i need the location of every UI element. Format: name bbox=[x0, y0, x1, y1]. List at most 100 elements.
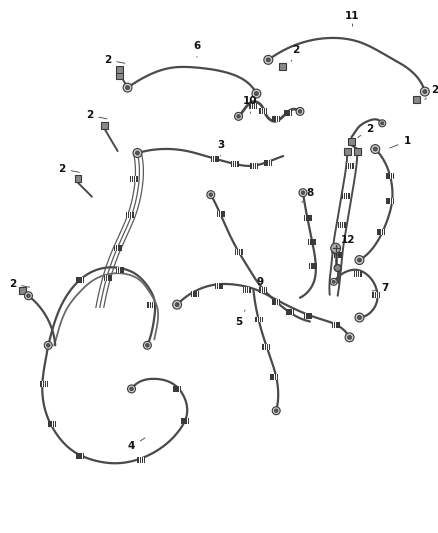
Circle shape bbox=[420, 87, 429, 96]
Bar bbox=[78, 277, 80, 283]
Bar bbox=[262, 344, 264, 350]
Bar bbox=[272, 298, 280, 305]
Bar bbox=[266, 160, 268, 166]
Bar bbox=[82, 453, 84, 459]
Bar bbox=[198, 291, 199, 297]
Bar bbox=[259, 108, 267, 115]
Bar bbox=[152, 302, 153, 308]
Bar bbox=[384, 229, 385, 235]
Bar bbox=[338, 222, 339, 228]
Bar bbox=[231, 161, 232, 167]
Circle shape bbox=[331, 243, 341, 253]
Bar bbox=[231, 161, 239, 167]
Bar bbox=[279, 298, 280, 305]
Bar bbox=[149, 302, 151, 308]
Bar bbox=[76, 277, 84, 283]
Circle shape bbox=[345, 333, 354, 342]
Bar bbox=[268, 160, 270, 166]
Bar bbox=[126, 213, 134, 219]
Bar bbox=[211, 156, 212, 162]
Bar bbox=[286, 309, 294, 314]
Text: 2: 2 bbox=[9, 279, 30, 289]
Bar bbox=[40, 381, 48, 387]
Bar bbox=[334, 322, 336, 328]
Bar bbox=[116, 245, 117, 251]
Bar bbox=[257, 163, 258, 169]
Bar bbox=[177, 386, 179, 392]
Bar bbox=[344, 148, 351, 155]
Bar bbox=[309, 263, 317, 269]
Bar bbox=[136, 176, 138, 182]
Bar bbox=[284, 110, 292, 116]
Text: 1: 1 bbox=[390, 136, 411, 148]
Bar bbox=[264, 160, 266, 166]
Bar bbox=[259, 287, 267, 293]
Bar bbox=[134, 176, 135, 182]
Bar bbox=[272, 374, 274, 380]
Bar bbox=[336, 252, 337, 258]
Bar bbox=[286, 309, 288, 314]
Bar bbox=[261, 108, 263, 115]
Circle shape bbox=[252, 89, 261, 98]
Bar bbox=[304, 312, 305, 319]
Bar bbox=[286, 110, 288, 116]
Bar bbox=[291, 110, 292, 116]
Circle shape bbox=[237, 115, 240, 118]
Bar bbox=[106, 275, 107, 281]
Bar bbox=[391, 173, 392, 179]
Bar bbox=[340, 222, 341, 228]
Bar bbox=[311, 215, 312, 221]
Bar bbox=[360, 271, 361, 277]
Bar bbox=[279, 116, 280, 122]
Text: 2: 2 bbox=[86, 110, 107, 120]
Bar bbox=[348, 192, 350, 199]
Circle shape bbox=[423, 90, 427, 94]
Circle shape bbox=[275, 409, 278, 413]
Bar bbox=[241, 249, 243, 255]
Bar bbox=[354, 148, 361, 155]
Bar bbox=[181, 418, 183, 424]
Circle shape bbox=[330, 278, 337, 285]
Bar bbox=[314, 239, 316, 245]
Circle shape bbox=[272, 407, 280, 415]
Bar bbox=[251, 163, 258, 169]
Circle shape bbox=[135, 151, 139, 155]
Bar bbox=[132, 213, 134, 219]
Bar bbox=[251, 103, 253, 109]
Bar bbox=[393, 173, 394, 179]
Bar bbox=[315, 263, 317, 269]
Bar bbox=[147, 302, 149, 308]
Bar bbox=[114, 245, 122, 251]
Text: 2: 2 bbox=[104, 55, 125, 65]
Text: 4: 4 bbox=[128, 438, 145, 451]
Bar bbox=[154, 302, 155, 308]
Bar bbox=[290, 309, 292, 314]
Bar bbox=[272, 116, 274, 122]
Text: 8: 8 bbox=[302, 188, 314, 203]
Bar bbox=[50, 421, 52, 426]
Circle shape bbox=[175, 303, 179, 306]
Circle shape bbox=[27, 294, 30, 297]
Bar bbox=[255, 163, 256, 169]
Circle shape bbox=[357, 258, 361, 262]
Circle shape bbox=[301, 191, 305, 195]
Text: 5: 5 bbox=[235, 310, 245, 327]
Bar bbox=[377, 229, 379, 235]
Bar bbox=[140, 457, 141, 463]
Bar bbox=[101, 122, 108, 129]
Bar bbox=[116, 66, 123, 73]
Circle shape bbox=[266, 58, 270, 62]
Bar bbox=[251, 163, 252, 169]
Bar bbox=[386, 198, 394, 204]
Bar bbox=[381, 229, 383, 235]
Bar bbox=[277, 298, 278, 305]
Bar bbox=[191, 291, 199, 297]
Bar bbox=[344, 222, 346, 228]
Bar bbox=[374, 292, 376, 298]
Circle shape bbox=[133, 149, 142, 157]
Bar bbox=[277, 116, 278, 122]
Bar bbox=[104, 275, 112, 281]
Bar bbox=[254, 103, 255, 109]
Bar bbox=[308, 215, 310, 221]
Bar bbox=[187, 418, 189, 424]
